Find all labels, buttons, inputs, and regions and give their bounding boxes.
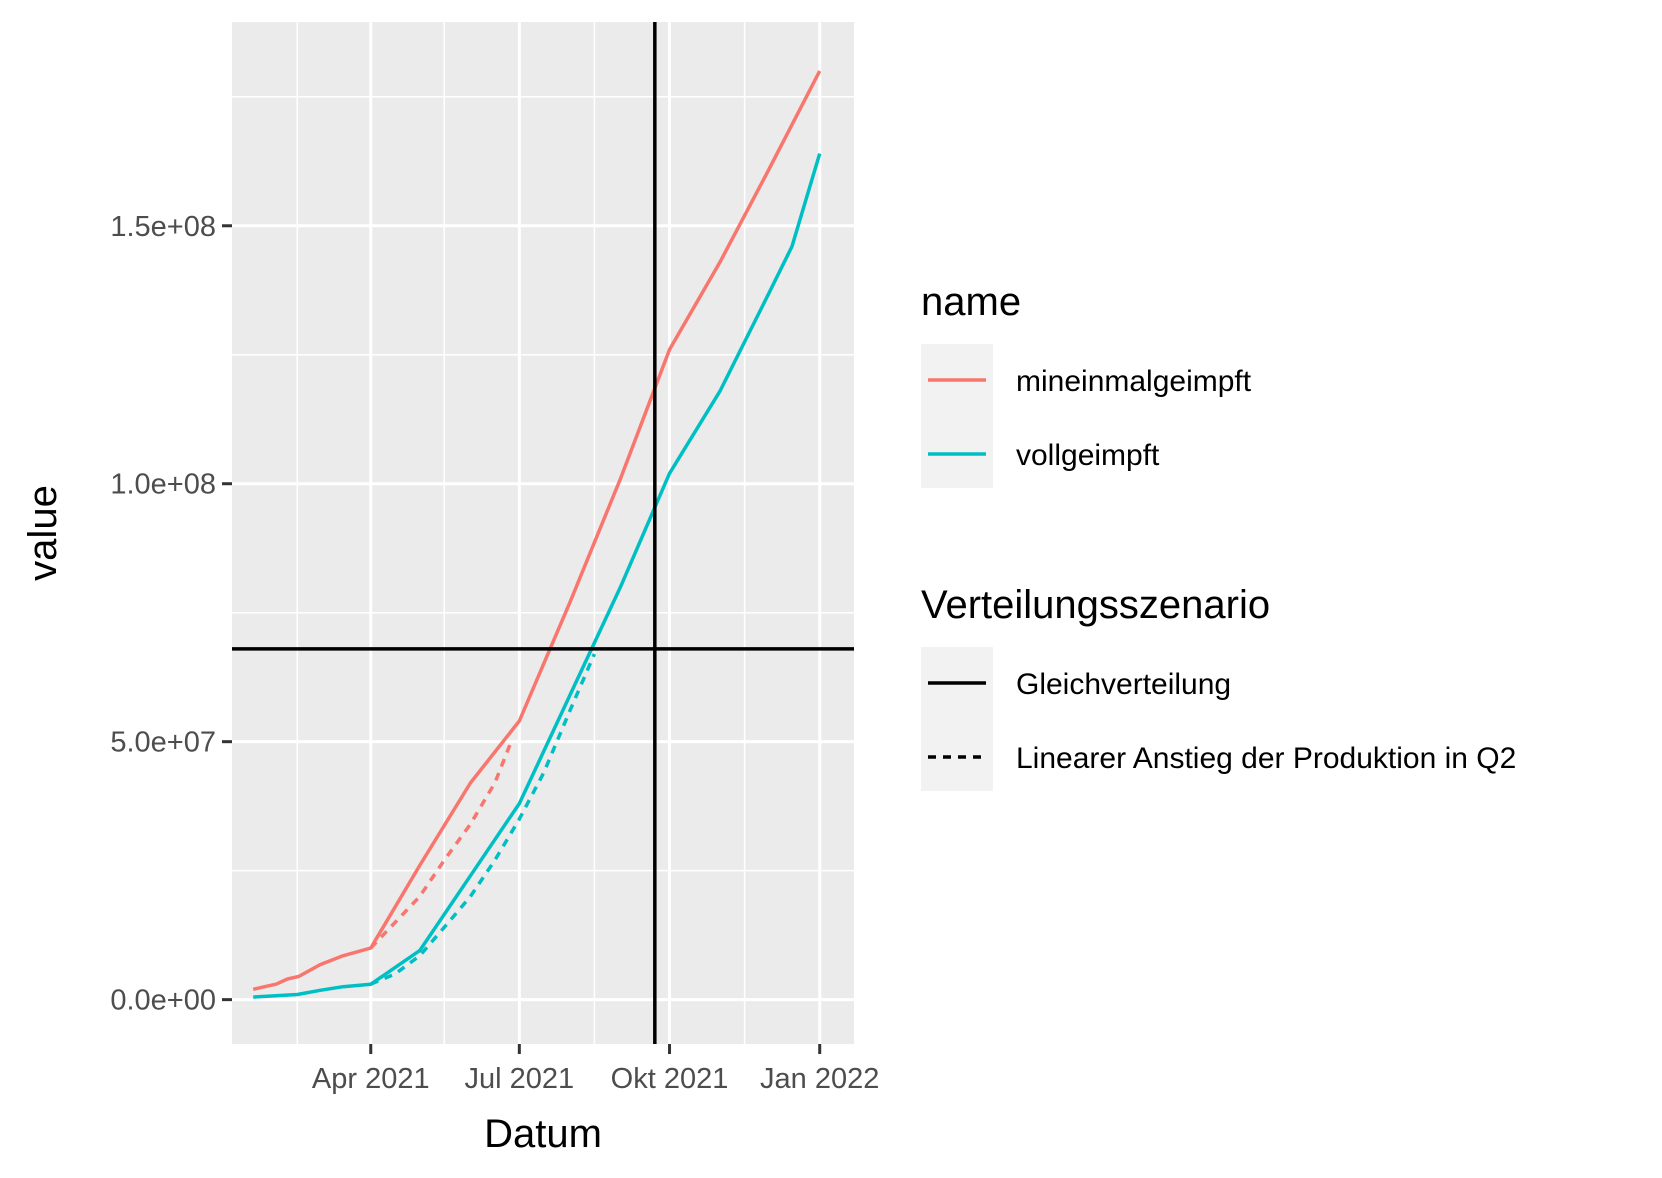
plot-panel	[232, 22, 854, 1044]
x-tick-label-0: Apr 2021	[312, 1063, 430, 1095]
series-line-mineinmalgeimpft-gleich	[252, 70, 822, 992]
y-axis: 0.0e+00 5.0e+07 1.0e+08 1.5e+08	[110, 211, 232, 1017]
x-tick-label-2: Okt 2021	[611, 1063, 729, 1095]
minor-gridlines	[232, 22, 854, 1044]
x-axis: Apr 2021 Jul 2021 Okt 2021 Jan 2022	[312, 1044, 879, 1095]
series-line-mineinmalgeimpft-linear	[369, 741, 513, 950]
series-line-vollgeimpft-gleich	[253, 153, 822, 999]
legend: name mineinmalgeimpft vollgeimpft Vertei…	[921, 280, 1516, 791]
legend-label-linearer-anstieg: Linearer Anstieg der Produktion in Q2	[1016, 742, 1516, 775]
x-tick-label-1: Jul 2021	[464, 1063, 574, 1095]
legend-label-mineinmalgeimpft: mineinmalgeimpft	[1016, 365, 1252, 398]
y-tick-label-0: 0.0e+00	[110, 985, 216, 1017]
major-gridlines	[232, 22, 854, 1044]
legend-linetype-title: Verteilungsszenario	[921, 583, 1270, 627]
legend-linetype-key-bg	[921, 647, 993, 791]
x-axis-title: Datum	[484, 1112, 602, 1156]
series-line-vollgeimpft-linear	[370, 653, 597, 986]
x-tick-label-3: Jan 2022	[760, 1063, 879, 1095]
legend-label-vollgeimpft: vollgeimpft	[1016, 439, 1160, 472]
y-tick-label-1: 5.0e+07	[110, 727, 216, 759]
series-layer	[252, 70, 822, 999]
y-tick-label-3: 1.5e+08	[110, 211, 216, 243]
legend-label-gleichverteilung: Gleichverteilung	[1016, 668, 1231, 701]
y-axis-title: value	[21, 485, 65, 581]
legend-color-title: name	[921, 280, 1021, 324]
y-tick-label-2: 1.0e+08	[110, 469, 216, 501]
reference-lines	[232, 22, 854, 1044]
legend-color-key-bg	[921, 344, 993, 488]
